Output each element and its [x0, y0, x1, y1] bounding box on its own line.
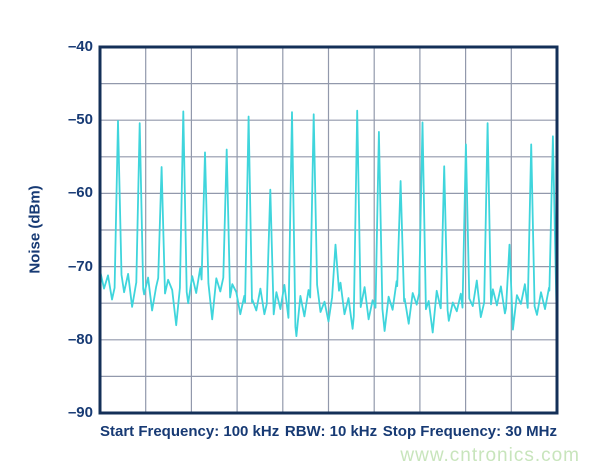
caption-stop-frequency: Stop Frequency: 30 MHz — [382, 423, 557, 440]
plot-border — [98, 45, 559, 415]
caption-rbw: RBW: 10 kHz — [284, 423, 378, 440]
y-tick-label: –50 — [67, 111, 93, 129]
y-tick-label: –90 — [67, 404, 93, 421]
y-tick-label: –60 — [67, 184, 93, 202]
caption-start-frequency: Start Frequency: 100 kHz — [100, 423, 280, 440]
y-tick-label: –40 — [67, 38, 93, 55]
y-tick-label: –80 — [67, 330, 93, 348]
watermark: www.cntronics.com — [400, 445, 580, 466]
noise-trace — [99, 109, 558, 338]
y-tick-label: –70 — [67, 257, 93, 275]
x-axis-caption: Start Frequency: 100 kHz RBW: 10 kHz Sto… — [100, 423, 557, 440]
